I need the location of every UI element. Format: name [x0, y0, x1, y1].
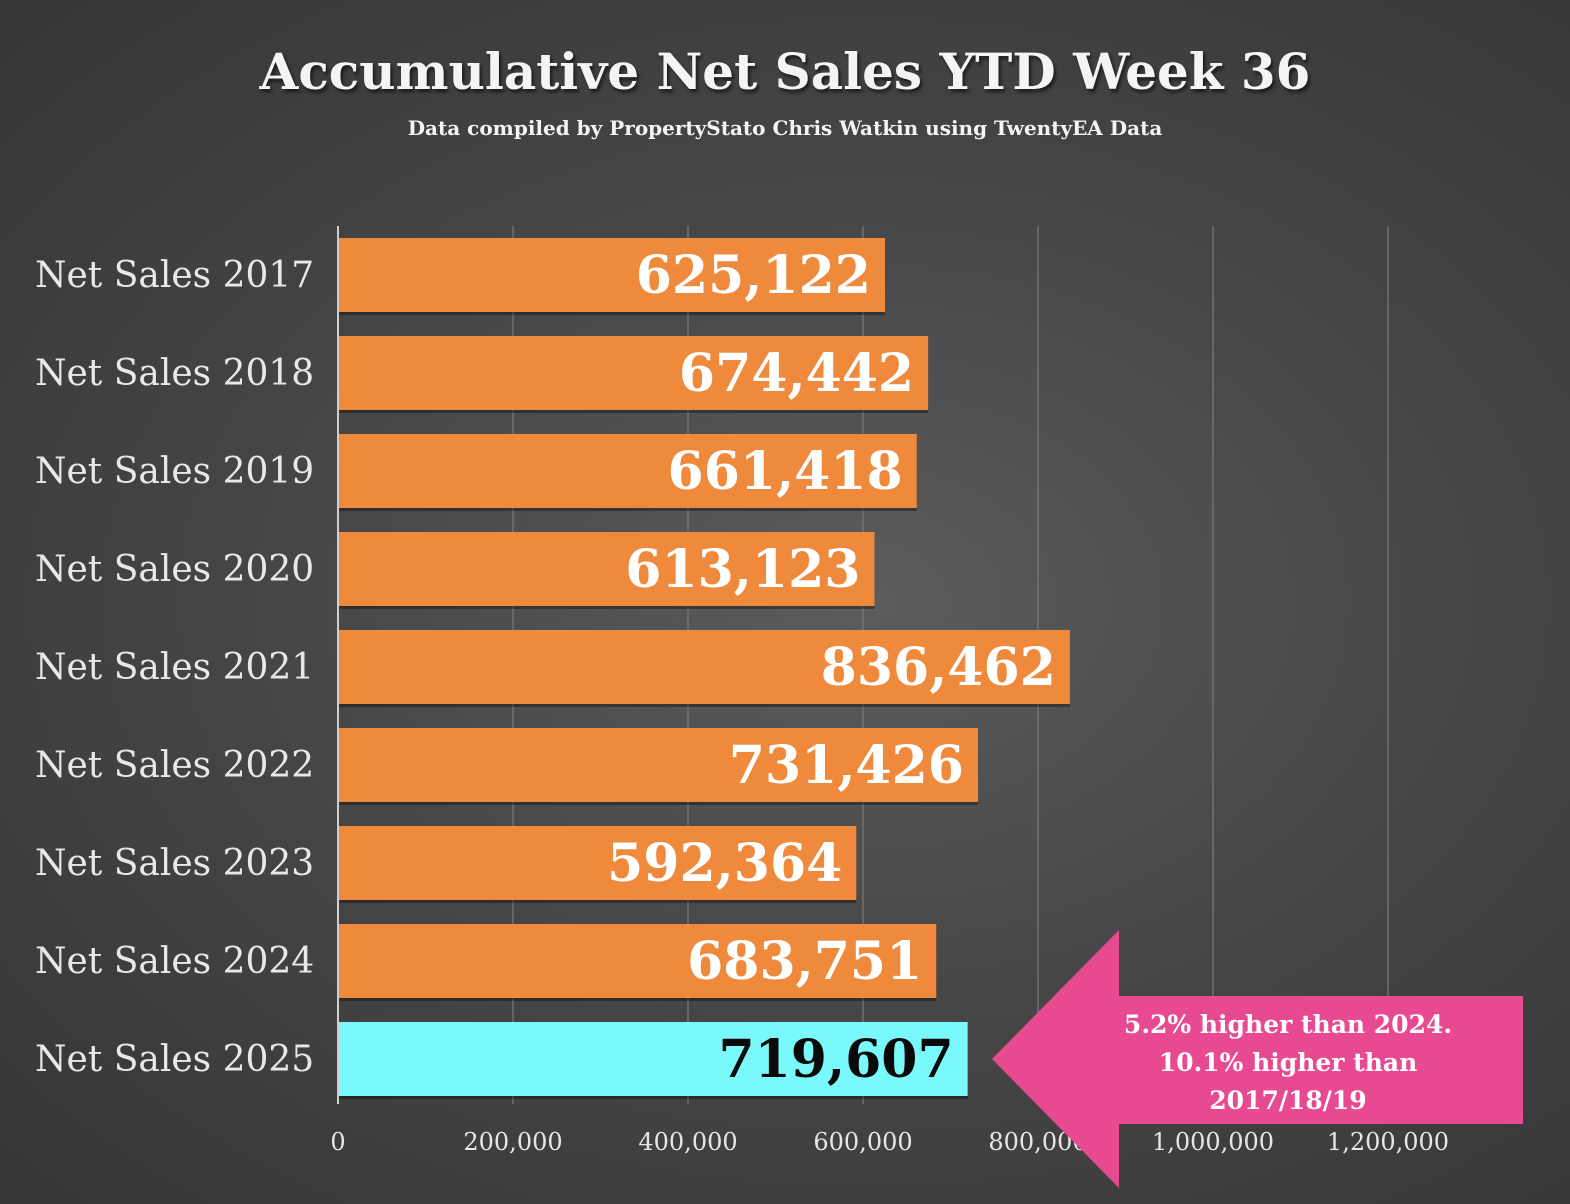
category-labels: Net Sales 2017 Net Sales 2018 Net Sales 20…: [35, 255, 314, 1080]
callout-line-3: 2017/18/19: [1209, 1086, 1367, 1115]
chart-subtitle: Data compiled by PropertyStato Chris Wat…: [407, 116, 1163, 140]
bar-value-label: 592,364: [607, 833, 842, 894]
callout-line-1: 5.2% higher than 2024.: [1123, 1010, 1453, 1039]
bar-value-label: 731,426: [729, 735, 964, 796]
category-label: Net Sales 2022: [35, 745, 314, 786]
x-tick-label: 1,200,000: [1327, 1128, 1449, 1156]
x-axis: 0 200,000 400,000 600,000 800,000 1,000,000 1,…: [330, 226, 1449, 1156]
bar: [338, 434, 917, 508]
callout-arrow: [992, 930, 1523, 1188]
bar: [338, 924, 937, 998]
bar: [338, 238, 885, 312]
x-tick-label: 1,000,000: [1152, 1128, 1274, 1156]
category-label: Net Sales 2021: [35, 647, 314, 688]
x-tick-label: 200,000: [463, 1128, 562, 1156]
callout-line-2: 10.1% higher than: [1158, 1048, 1418, 1077]
category-label: Net Sales 2025: [35, 1039, 314, 1080]
bar-value-label: 613,123: [625, 539, 860, 600]
bar: [338, 336, 929, 410]
bars: 625,122 674,442 661,418 613,123 836,462 731,4…: [338, 238, 1070, 1099]
bar-value-label: 836,462: [821, 637, 1056, 698]
bar: [338, 1022, 968, 1096]
bar: [338, 532, 875, 606]
bar-value-label: 625,122: [636, 245, 871, 306]
bar: [338, 630, 1070, 704]
category-label: Net Sales 2018: [35, 353, 314, 394]
bar: [338, 728, 978, 802]
category-label: Net Sales 2023: [35, 843, 314, 884]
category-label: Net Sales 2017: [35, 255, 314, 296]
bar-value-label: 719,607: [718, 1029, 953, 1090]
x-tick-label: 600,000: [813, 1128, 912, 1156]
callout-arrow-shape: [992, 930, 1523, 1188]
x-tick-label: 0: [330, 1128, 345, 1156]
category-label: Net Sales 2024: [35, 941, 314, 982]
bar: [338, 826, 857, 900]
bar-value-label: 661,418: [668, 441, 903, 502]
bar-value-label: 674,442: [679, 343, 914, 404]
callout-text: 5.2% higher than 2024. 10.1% higher than…: [1092, 1006, 1484, 1120]
category-label: Net Sales 2020: [35, 549, 314, 590]
chart-title: Accumulative Net Sales YTD Week 36: [259, 42, 1311, 101]
category-label: Net Sales 2019: [35, 451, 314, 492]
bar-value-label: 683,751: [687, 931, 922, 992]
x-tick-label: 400,000: [638, 1128, 737, 1156]
